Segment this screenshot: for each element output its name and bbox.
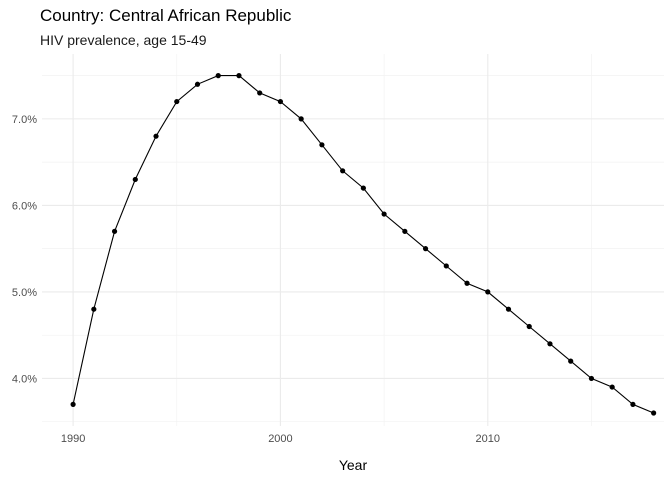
data-point (277, 98, 284, 105)
x-tick-label: 2010 (476, 433, 500, 445)
data-point (70, 401, 76, 407)
data-point (651, 410, 657, 416)
series-line (72, 75, 654, 414)
major-gridlines (42, 54, 664, 426)
data-point (174, 98, 180, 105)
x-tick-label: 2000 (268, 433, 292, 445)
data-point (630, 401, 636, 407)
data-point (340, 168, 346, 174)
x-tick-label: 1990 (61, 433, 85, 445)
data-point (568, 358, 574, 364)
data-point (381, 211, 387, 217)
chart-title: Country: Central African Republic (40, 6, 292, 25)
data-point (236, 73, 242, 79)
y-axis-tick-labels: 4.0% 5.0% 6.0% 7.0% (12, 114, 37, 386)
data-point (547, 341, 553, 347)
y-tick-label: 4.0% (12, 373, 37, 385)
data-point (153, 133, 159, 139)
chart-subtitle: HIV prevalence, age 15-49 (40, 32, 207, 48)
data-point (464, 280, 470, 286)
minor-gridlines (42, 54, 664, 426)
y-tick-label: 5.0% (12, 287, 37, 299)
data-point (505, 306, 512, 312)
series-points (70, 73, 657, 416)
data-point (298, 116, 304, 122)
data-point (215, 73, 221, 79)
data-point (257, 90, 263, 96)
data-point (485, 289, 491, 295)
series-lines (72, 75, 654, 414)
data-point (588, 375, 595, 382)
data-point (443, 263, 449, 269)
data-point (526, 323, 532, 330)
data-point (194, 81, 201, 87)
data-point (319, 142, 325, 148)
x-axis-title: Year (339, 457, 368, 473)
data-point (360, 185, 366, 191)
data-point (111, 228, 118, 234)
data-point (91, 306, 97, 312)
y-tick-label: 7.0% (12, 114, 37, 126)
data-point (402, 228, 408, 234)
x-axis-tick-labels: 1990 2000 2010 (61, 433, 500, 445)
data-point (609, 384, 615, 390)
data-point (422, 246, 429, 252)
data-point (132, 176, 138, 183)
y-tick-label: 6.0% (12, 200, 37, 212)
